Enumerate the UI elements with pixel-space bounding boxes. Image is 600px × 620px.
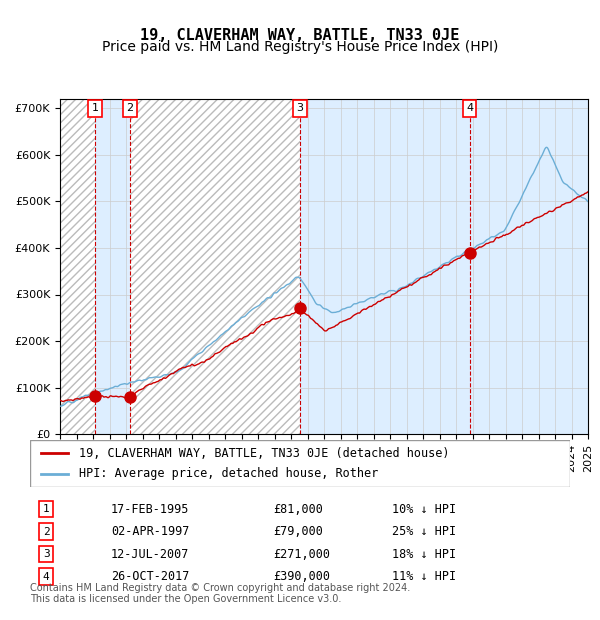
Text: 2: 2 [127,104,134,113]
Text: £79,000: £79,000 [273,525,323,538]
Text: 4: 4 [466,104,473,113]
Bar [300,99,470,434]
Text: 10% ↓ HPI: 10% ↓ HPI [392,503,456,516]
Text: £271,000: £271,000 [273,547,330,560]
Text: 2: 2 [43,526,50,536]
Text: HPI: Average price, detached house, Rother: HPI: Average price, detached house, Roth… [79,467,378,480]
Text: £81,000: £81,000 [273,503,323,516]
Text: 12-JUL-2007: 12-JUL-2007 [111,547,190,560]
Bar [470,99,588,434]
FancyBboxPatch shape [30,440,570,487]
Bar [130,99,300,434]
Bar [95,99,130,434]
Text: 3: 3 [43,549,50,559]
Text: Price paid vs. HM Land Registry's House Price Index (HPI): Price paid vs. HM Land Registry's House … [102,40,498,55]
Text: 25% ↓ HPI: 25% ↓ HPI [392,525,456,538]
Text: 19, CLAVERHAM WAY, BATTLE, TN33 0JE: 19, CLAVERHAM WAY, BATTLE, TN33 0JE [140,28,460,43]
Text: 19, CLAVERHAM WAY, BATTLE, TN33 0JE (detached house): 19, CLAVERHAM WAY, BATTLE, TN33 0JE (det… [79,447,449,459]
Text: 02-APR-1997: 02-APR-1997 [111,525,190,538]
Text: 3: 3 [296,104,303,113]
Text: £390,000: £390,000 [273,570,330,583]
Bar [60,99,95,434]
Text: 17-FEB-1995: 17-FEB-1995 [111,503,190,516]
Text: 18% ↓ HPI: 18% ↓ HPI [392,547,456,560]
Bar [60,99,95,434]
Bar [60,99,95,434]
Text: 4: 4 [43,572,50,582]
Bar [130,99,300,434]
Bar [130,99,300,434]
Text: 1: 1 [91,104,98,113]
Text: 1: 1 [43,504,50,514]
Text: 11% ↓ HPI: 11% ↓ HPI [392,570,456,583]
Text: Contains HM Land Registry data © Crown copyright and database right 2024.
This d: Contains HM Land Registry data © Crown c… [30,583,410,604]
Text: 26-OCT-2017: 26-OCT-2017 [111,570,190,583]
